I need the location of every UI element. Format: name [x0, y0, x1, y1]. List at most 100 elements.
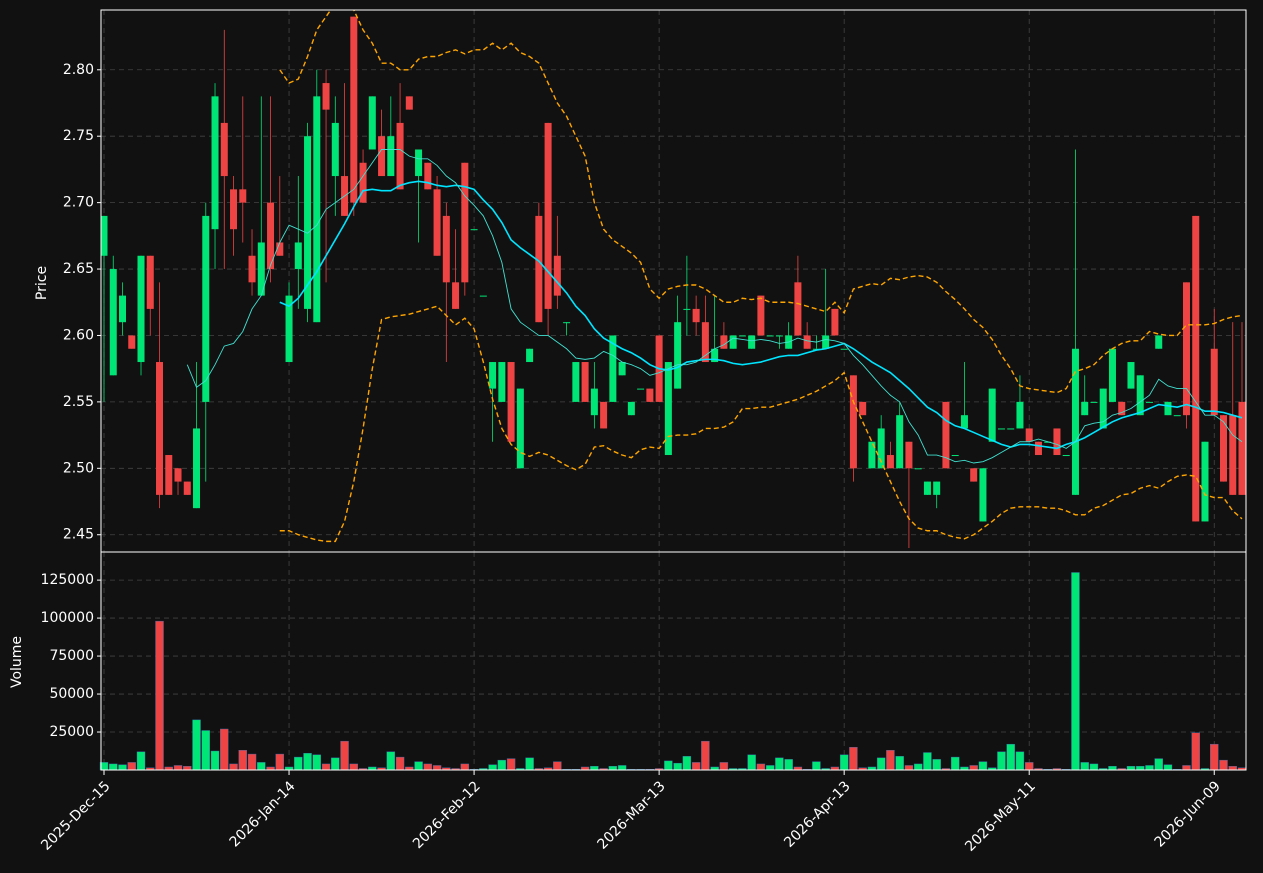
candle-body	[174, 468, 182, 482]
candle-body	[424, 162, 432, 190]
volume-bar	[1163, 764, 1173, 771]
candle-body	[664, 362, 672, 456]
candle-body	[877, 428, 885, 469]
candles	[101, 10, 1246, 549]
candle-body	[738, 335, 746, 337]
candle-body	[1118, 401, 1126, 416]
candle-body	[1164, 401, 1172, 416]
volume-bar	[1228, 766, 1237, 771]
candle-body	[257, 242, 265, 296]
volume-bar	[210, 750, 220, 771]
candle-body	[285, 295, 293, 363]
candle-body	[1053, 428, 1061, 456]
candle-body	[1145, 401, 1153, 403]
candle-body	[1044, 441, 1052, 443]
volume-bar	[201, 730, 210, 771]
candle-body	[1210, 348, 1218, 416]
volume-bar	[913, 763, 923, 771]
candle-body	[775, 335, 783, 337]
candle-body	[350, 16, 358, 203]
candle-body	[951, 455, 959, 457]
candle-body	[470, 229, 478, 231]
candle-body	[526, 348, 534, 363]
candle-body	[729, 335, 737, 349]
volume-bar	[608, 766, 618, 771]
volume-bar	[294, 756, 303, 771]
volume-bar	[1015, 751, 1025, 771]
candle-body	[1007, 428, 1015, 430]
volume-bar	[765, 765, 775, 771]
volume-bar	[1219, 759, 1228, 771]
y-tick-label: 50000	[49, 686, 94, 702]
bars	[99, 572, 1247, 771]
volume-bar	[682, 756, 692, 771]
volume-bar	[747, 754, 756, 771]
candle-body	[803, 335, 811, 349]
volume-bar	[950, 756, 960, 771]
volume-bar	[340, 740, 349, 771]
candle-body	[267, 202, 275, 270]
candle-body	[535, 215, 543, 323]
volume-bar	[1126, 766, 1136, 771]
candle-body	[720, 335, 728, 349]
candle-body	[239, 189, 247, 203]
candle-body	[581, 362, 589, 402]
candle-body	[378, 136, 386, 177]
volume-bar	[275, 753, 284, 771]
candle-body	[923, 481, 931, 495]
candle-body	[109, 269, 117, 376]
candle-body	[1034, 441, 1042, 456]
candle-body	[618, 362, 626, 376]
volume-bar	[617, 765, 627, 771]
candle-body	[1099, 388, 1107, 429]
volume-bar	[331, 757, 340, 771]
volume-bar	[876, 757, 886, 771]
candle-body	[553, 255, 561, 296]
candle-body	[683, 308, 691, 310]
volume-bar	[1210, 743, 1219, 771]
volume-bar	[136, 751, 146, 771]
volume-bar	[1006, 743, 1015, 771]
candle-body	[1108, 348, 1116, 402]
y-tick-label: 2.60	[63, 327, 94, 343]
volume-bar	[173, 765, 183, 771]
volume-bar	[395, 756, 405, 771]
volume-bar	[553, 761, 562, 771]
volume-bar	[1108, 766, 1117, 771]
candle-body	[1071, 348, 1079, 495]
y-tick-label: 2.80	[63, 62, 94, 78]
candle-body	[674, 322, 682, 389]
candle-body	[1127, 362, 1135, 389]
candle-body	[405, 96, 413, 110]
y-tick-label: 2.65	[63, 261, 94, 277]
volume-bar	[349, 763, 359, 771]
candle-body	[590, 388, 598, 416]
volume-bar	[109, 763, 118, 771]
candle-body	[1182, 282, 1190, 416]
candle-body	[516, 388, 524, 469]
candle-body	[1062, 455, 1070, 457]
candle-body	[988, 388, 996, 442]
candle-body	[646, 388, 654, 402]
candle-body	[849, 375, 857, 469]
candle-body	[442, 215, 450, 283]
volume-bar	[590, 766, 599, 771]
volume-bar	[321, 763, 331, 771]
candle-body	[627, 401, 635, 416]
candle-body	[1192, 215, 1200, 522]
candle-body	[896, 415, 904, 469]
candle-body	[1136, 375, 1144, 416]
candle-body	[692, 308, 700, 323]
candle-body	[822, 335, 830, 349]
volume-bar	[1089, 763, 1099, 771]
y-tick-label: 2.45	[63, 527, 94, 543]
volume-bar	[1182, 765, 1191, 771]
candle-body	[101, 215, 108, 256]
volume-bar	[460, 763, 470, 771]
candle-body	[701, 322, 709, 363]
candle-body	[979, 468, 987, 522]
candle-body	[970, 468, 978, 482]
candle-body	[331, 122, 339, 177]
candle-body	[637, 388, 645, 390]
